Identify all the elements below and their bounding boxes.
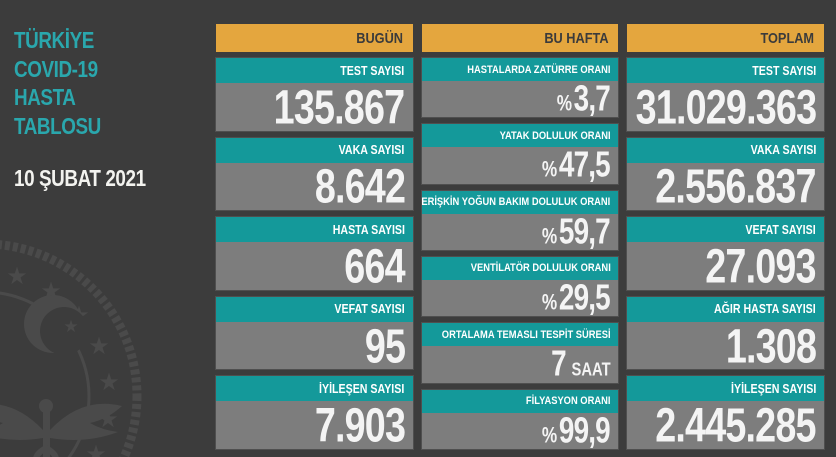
stat-card-temasli-tespit-suresi: ORTALAMA TEMASLI TESPİT SÜRESİ 7 SAAT [421,323,619,385]
stat-label: HASTA SAYISI [332,222,405,237]
stat-label: FİLYASYON ORANI [525,395,611,408]
stat-label: İYİLEŞEN SAYISI [730,381,817,396]
stat-card-iyilesen-sayisi-toplam: İYİLEŞEN SAYISI 2.445.285 [627,376,825,453]
report-date: 10 ŞUBAT 2021 [14,165,146,191]
column-bugun: BUGÜN TEST SAYISI 135.867 VAKA SAYISI 8.… [216,24,413,449]
page-title-line: COVID-19 [14,55,98,82]
health-ministry-emblem-icon: ★ ★ ★ ★ ★ ★ ★ ★ ★ ★ ★ [0,240,142,457]
column-header-toplam: TOPLAM [627,24,825,52]
stat-value: 95 [364,318,405,373]
column-header-bu-hafta: BU HAFTA [421,24,619,52]
stat-card-yogun-bakim-doluluk: ERİŞKİN YOĞUN BAKIM DOLULUK ORANI % 59,7 [421,190,619,252]
stat-card-ventilator-doluluk: VENTİLATÖR DOLULUK ORANI % 29,5 [421,256,619,318]
stat-prefix: % [557,91,573,116]
stat-card-filyasyon-orani: FİLYASYON ORANI % 99,9 [421,389,619,451]
svg-text:★: ★ [98,368,120,396]
stat-value: 99,9 [559,410,611,451]
stat-prefix: % [542,423,558,448]
column-bu-hafta: BU HAFTA HASTALARDA ZATÜRRE ORANI % 3,7 Y… [421,24,619,451]
stat-value: 7 [550,344,567,385]
column-cards: TEST SAYISI 135.867 VAKA SAYISI 8.642 HA… [216,58,413,449]
stat-prefix: % [542,224,558,249]
stat-card-test-sayisi-bugun: TEST SAYISI 135.867 [216,58,413,131]
sidebar: TÜRKİYE COVID-19 HASTA TABLOSU 10 ŞUBAT … [0,0,216,457]
stat-prefix: % [542,290,558,315]
stat-card-vefat-sayisi-toplam: VEFAT SAYISI 27.093 [627,217,825,294]
column-cards: TEST SAYISI 31.029.363 VAKA SAYISI 2.556… [627,58,825,453]
stat-card-zaturre-orani: HASTALARDA ZATÜRRE ORANI % 3,7 [421,58,619,119]
stat-card-vaka-sayisi-toplam: VAKA SAYISI 2.556.837 [627,137,825,214]
page-title-line: TÜRKİYE [14,27,94,53]
stats-columns: BUGÜN TEST SAYISI 135.867 VAKA SAYISI 8.… [216,24,825,453]
stat-label: TEST SAYISI [340,63,405,78]
svg-text:★: ★ [88,332,110,360]
stat-card-test-sayisi-toplam: TEST SAYISI 31.029.363 [627,58,825,134]
stat-value: 3,7 [574,79,611,119]
column-toplam: TOPLAM TEST SAYISI 31.029.363 VAKA SAYIS… [627,24,825,453]
page-title: TÜRKİYE COVID-19 HASTA TABLOSU [14,26,120,140]
stat-card-yatak-doluluk: YATAK DOLULUK ORANI % 47,5 [421,124,619,186]
stat-label: HASTALARDA ZATÜRRE ORANI [467,63,611,76]
stat-value: 1.308 [725,318,817,373]
stat-label: TEST SAYISI [752,63,817,78]
stat-label: YATAK DOLULUK ORANI [499,129,611,142]
stat-value: 31.029.363 [635,79,817,134]
stat-card-iyilesen-sayisi-bugun: İYİLEŞEN SAYISI 7.903 [216,376,413,449]
svg-text:★: ★ [85,440,107,457]
stat-value: 664 [344,238,405,294]
stat-prefix: % [542,157,558,183]
stat-value: 47,5 [559,145,611,186]
stat-value: 2.556.837 [655,158,817,214]
stat-value: 59,7 [559,211,611,252]
stat-label: ORTALAMA TEMASLI TESPİT SÜRESİ [441,328,611,341]
stat-label: İYİLEŞEN SAYISI [319,381,405,396]
stat-label: VENTİLATÖR DOLULUK ORANI [470,262,611,275]
column-cards: HASTALARDA ZATÜRRE ORANI % 3,7 YATAK DOLU… [421,58,619,451]
stat-card-vefat-sayisi-bugun: VEFAT SAYISI 95 [216,296,413,373]
stat-suffix: SAAT [571,359,611,381]
stat-value: 27.093 [705,238,817,294]
stat-value: 7.903 [314,397,405,453]
column-header-bugun: BUGÜN [216,24,413,52]
page-title-line: HASTA [14,84,76,110]
stat-value: 135.867 [274,79,405,134]
stat-label: VAKA SAYISI [750,143,817,158]
stat-label: VAKA SAYISI [338,143,405,158]
stat-label: AĞIR HASTA SAYISI [714,302,817,317]
stat-label: ERİŞKİN YOĞUN BAKIM DOLULUK ORANI [421,196,611,209]
stat-value: 8.642 [314,158,405,214]
stat-card-hasta-sayisi-bugun: HASTA SAYISI 664 [216,217,413,290]
page-title-line: TABLOSU [14,112,101,139]
stat-value: 29,5 [559,278,611,318]
stat-card-vaka-sayisi-bugun: VAKA SAYISI 8.642 [216,137,413,214]
stat-label: VEFAT SAYISI [334,302,405,317]
svg-text:★: ★ [63,317,78,337]
stat-card-agir-hasta-sayisi: AĞIR HASTA SAYISI 1.308 [627,296,825,373]
stat-label: VEFAT SAYISI [745,222,817,237]
stat-value: 2.445.285 [655,397,817,453]
svg-text:★: ★ [6,262,28,290]
